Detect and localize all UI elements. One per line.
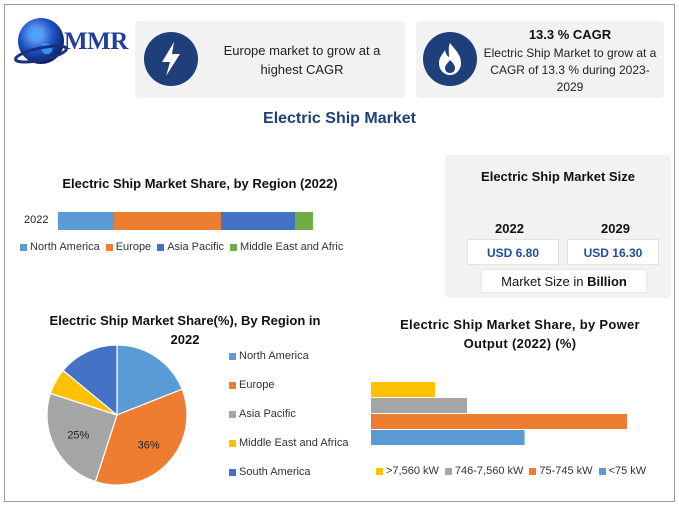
power-bar-75-745-kw (371, 414, 627, 429)
region-pie-legend-item-north-america: North America (229, 350, 309, 362)
region-pie-chart: 36% 25% (46, 344, 188, 486)
legend-swatch (598, 467, 606, 475)
market-size-2029-value: USD 16.30 (567, 239, 659, 265)
legend-swatch (105, 243, 113, 251)
region-bar-legend-item-north-america: North America (20, 241, 100, 253)
cagr-text: Electric Ship Market to grow at a CAGR o… (483, 46, 657, 94)
legend-label: North America (239, 350, 309, 362)
legend-swatch (229, 439, 236, 447)
legend-swatch (444, 467, 452, 475)
legend-swatch (229, 381, 236, 389)
legend-label: <75 kW (608, 465, 647, 477)
stack-category-label: 2022 (24, 214, 49, 226)
legend-swatch (229, 352, 236, 360)
region-bar-chart-title: Electric Ship Market Share, by Region (2… (62, 176, 338, 191)
market-size-2022-value: USD 6.80 (467, 239, 559, 265)
mmr-logo[interactable]: MMR (10, 14, 128, 68)
legend-label: North America (30, 241, 100, 253)
power-output-bar-chart (371, 382, 627, 445)
legend-label: 75-745 kW (539, 465, 593, 477)
legend-label: Asia Pacific (239, 408, 296, 420)
power-output-legend-item-75-kw: <75 kW (598, 465, 647, 477)
legend-label: Europe (239, 379, 275, 391)
year-2029-label: 2029 (601, 221, 630, 236)
power-bar-75-kw (371, 430, 525, 445)
power-bar-7-560-kw (371, 382, 435, 397)
region-pie-legend-item-asia-pacific: Asia Pacific (229, 408, 296, 420)
power-output-chart-title: Electric Ship Market Share, by Power Out… (400, 317, 640, 351)
legend-swatch (376, 467, 383, 475)
legend-label: 746-7,560 kW (454, 465, 524, 477)
power-output-legend-item-75-745-kw: 75-745 kW (529, 465, 593, 477)
region-bar-legend-item-middle-east-and-afric: Middle East and Afric (230, 241, 343, 253)
logo-text: MMR (64, 28, 128, 55)
stack-segment-north-america (58, 212, 115, 230)
market-size-card: Electric Ship Market Size 2022 2029 USD … (445, 155, 671, 298)
year-2022-label: 2022 (495, 221, 524, 236)
flame-icon (423, 32, 477, 86)
stack-segment-middle-east-and-afric (295, 212, 313, 230)
power-output-legend: >7,560 kW 746-7,560 kW 75-745 kW <75 kW (376, 465, 652, 478)
legend-label: South America (239, 466, 311, 478)
pie-slice-north-america (116, 344, 183, 416)
region-bar-legend-item-europe: Europe (105, 241, 152, 253)
unit-bold: Billion (587, 274, 627, 289)
highlight-text: Europe market to grow at a highest CAGR (223, 43, 381, 77)
region-pie-chart-title: Electric Ship Market Share(%), By Region… (49, 313, 321, 347)
legend-label: Middle East and Africa (239, 437, 349, 449)
market-size-unit: Market Size in Billion (481, 269, 647, 293)
pie-slice-south-america (62, 344, 118, 417)
legend-swatch (157, 243, 165, 251)
pie-slice-asia-pacific (46, 392, 118, 483)
legend-label: Europe (115, 241, 152, 253)
legend-swatch (529, 467, 537, 475)
legend-swatch (20, 243, 27, 251)
legend-swatch (230, 243, 238, 251)
market-size-title: Electric Ship Market Size (481, 169, 635, 184)
unit-prefix: Market Size in (501, 274, 588, 289)
region-bar-legend-item-asia-pacific: Asia Pacific (157, 241, 224, 253)
globe-icon (14, 18, 68, 64)
highlight-card-cagr: 13.3 % CAGR Electric Ship Market to grow… (416, 21, 664, 98)
pie-data-label-europe: 36% (138, 440, 160, 452)
region-pie-legend-item-middle-east-and-africa: Middle East and Africa (229, 437, 348, 449)
power-bar-746-7-560-kw (371, 398, 467, 413)
lightning-icon (144, 32, 198, 86)
pie-slice-europe (94, 388, 188, 486)
legend-label: >7,560 kW (386, 465, 439, 477)
pie-data-label-asia-pacific: 25% (67, 430, 89, 442)
page-title: Electric Ship Market (263, 110, 416, 127)
region-stacked-bar (58, 212, 313, 230)
power-output-legend-item-7-560-kw: >7,560 kW (376, 465, 439, 477)
legend-label: Asia Pacific (167, 241, 225, 253)
stack-segment-europe (114, 212, 222, 230)
cagr-title: 13.3 % CAGR (528, 27, 612, 42)
stack-segment-asia-pacific (221, 212, 296, 230)
highlight-card-europe: Europe market to grow at a highest CAGR (135, 21, 405, 98)
region-pie-legend-item-europe: Europe (229, 379, 274, 391)
legend-label: Middle East and Afric (240, 241, 344, 253)
power-output-legend-item-746-7-560-kw: 746-7,560 kW (444, 465, 524, 477)
legend-swatch (229, 468, 236, 476)
region-bar-legend: North America Europe Asia Pacific Middle Ea… (20, 241, 349, 254)
legend-swatch (229, 410, 236, 418)
region-pie-legend-item-south-america: South America (229, 466, 311, 478)
